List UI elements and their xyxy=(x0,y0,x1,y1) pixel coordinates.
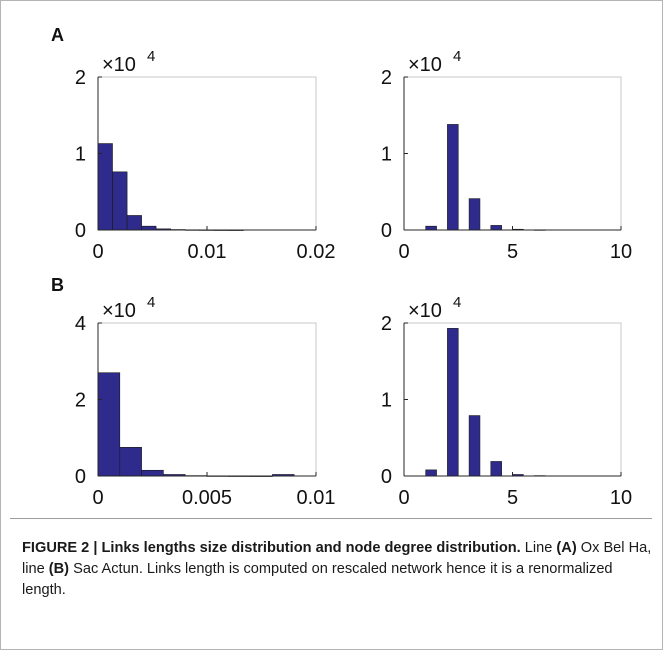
histogram-bar xyxy=(468,198,481,231)
histogram-bar xyxy=(425,469,437,477)
caption-ref-b: (B) xyxy=(48,561,70,577)
figure-frame: A B 0 0.01 0.02 0 1 2 ×10 4 0 5 10 0 1 2 ×10 4 0 0.005 0.0… xyxy=(0,0,663,650)
caption-figure-label: FIGURE 2 | xyxy=(22,540,98,556)
x-tick-label: 0.01 xyxy=(188,241,227,263)
histogram-bar xyxy=(141,469,164,477)
y-tick-label: 0 xyxy=(381,466,392,488)
plot-box xyxy=(97,76,317,231)
caption-title: Links lengths size distribution and node… xyxy=(101,540,521,556)
histogram-bar xyxy=(97,143,113,231)
x-tick-label: 0 xyxy=(92,487,103,509)
caption-text-2: Ox Bel Ha, line xyxy=(22,540,652,577)
figure-caption: FIGURE 2 | Links lengths size distributi… xyxy=(22,538,652,601)
histogram-bar xyxy=(447,124,459,231)
histogram-bar xyxy=(468,415,481,477)
x-axis-label: links length xyxy=(152,520,262,521)
caption-divider xyxy=(10,518,652,519)
histogram-bar xyxy=(490,225,502,231)
histogram-bar xyxy=(447,328,459,477)
y-tick-label: 0 xyxy=(75,466,86,488)
histogram-bar xyxy=(112,171,128,231)
panel-label-a: A xyxy=(51,25,64,45)
histogram-bar xyxy=(97,372,121,477)
histogram-bar xyxy=(126,215,142,231)
y-tick-label: 2 xyxy=(75,390,86,412)
exponent-label: ×10 xyxy=(102,300,136,322)
y-tick-label: 2 xyxy=(381,67,392,89)
x-tick-label: 0.02 xyxy=(297,241,336,263)
exponent-power: 4 xyxy=(453,294,461,311)
x-tick-label: 0.005 xyxy=(182,487,232,509)
x-tick-label: 0 xyxy=(398,241,409,263)
histogram-bar xyxy=(119,447,142,477)
histogram-bar xyxy=(141,225,157,231)
x-tick-label: 10 xyxy=(610,487,632,509)
y-tick-label: 2 xyxy=(75,67,86,89)
y-tick-label: 4 xyxy=(75,313,86,335)
x-tick-label: 0.01 xyxy=(297,487,336,509)
histogram-4: 0 5 10 0 1 2 ×10 4 node degree xyxy=(381,294,632,521)
panel-label-b: B xyxy=(51,275,64,295)
x-tick-label: 0 xyxy=(92,241,103,263)
histogram-bar xyxy=(425,225,437,231)
caption-ref-a: (A) xyxy=(556,540,577,556)
x-axis-label: node degree xyxy=(451,520,575,521)
caption-text-3: Sac Actun. Links length is computed on r… xyxy=(22,561,613,598)
x-tick-label: 10 xyxy=(610,241,632,263)
y-tick-label: 0 xyxy=(75,220,86,242)
plot-box xyxy=(403,76,622,231)
y-tick-label: 2 xyxy=(381,313,392,335)
x-tick-label: 5 xyxy=(507,241,518,263)
histogram-1: 0 0.01 0.02 0 1 2 ×10 4 xyxy=(75,48,336,263)
histogram-bar xyxy=(490,461,502,477)
plot-box xyxy=(403,322,622,477)
exponent-power: 4 xyxy=(453,48,461,65)
x-tick-label: 0 xyxy=(398,487,409,509)
exponent-power: 4 xyxy=(147,48,155,65)
y-tick-label: 1 xyxy=(381,390,392,412)
exponent-label: ×10 xyxy=(408,300,442,322)
exponent-power: 4 xyxy=(147,294,155,311)
y-tick-label: 1 xyxy=(381,144,392,166)
y-tick-label: 0 xyxy=(381,220,392,242)
histogram-2: 0 5 10 0 1 2 ×10 4 xyxy=(381,48,632,263)
exponent-label: ×10 xyxy=(102,54,136,76)
caption-text-1: Line xyxy=(520,540,557,556)
y-tick-label: 1 xyxy=(75,144,86,166)
histogram-3: 0 0.005 0.01 0 2 4 ×10 4 links length xyxy=(75,294,336,521)
x-tick-label: 5 xyxy=(507,487,518,509)
exponent-label: ×10 xyxy=(408,54,442,76)
